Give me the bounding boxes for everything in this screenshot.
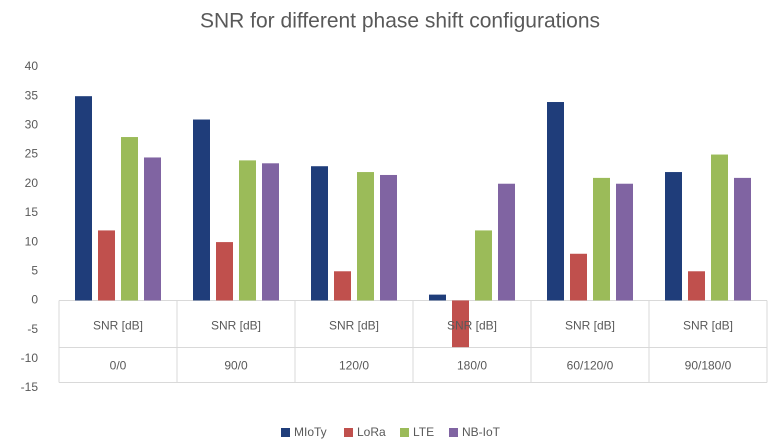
bar bbox=[98, 230, 115, 301]
bar bbox=[193, 119, 210, 301]
x-tick-label: 90/0 bbox=[224, 359, 248, 373]
bar bbox=[593, 177, 610, 301]
bar bbox=[452, 300, 469, 348]
y-tick-label: 25 bbox=[25, 147, 39, 161]
y-tick-label: 20 bbox=[25, 176, 39, 190]
bar bbox=[547, 102, 564, 301]
bar bbox=[334, 271, 351, 301]
bar bbox=[665, 172, 682, 301]
y-tick-label: -15 bbox=[21, 380, 39, 394]
y-tick-label: 30 bbox=[25, 118, 39, 132]
legend-label: LoRa bbox=[357, 425, 386, 439]
y-tick-label: -10 bbox=[21, 351, 39, 365]
bar bbox=[688, 271, 705, 301]
bar bbox=[75, 96, 92, 301]
y-tick-label: 10 bbox=[25, 234, 39, 248]
x-subcategory-label: SNR [dB] bbox=[447, 319, 497, 333]
y-tick-label: 35 bbox=[25, 88, 39, 102]
x-subcategory-label: SNR [dB] bbox=[565, 319, 615, 333]
bar bbox=[711, 154, 728, 301]
legend-swatch bbox=[400, 428, 409, 437]
x-tick-label: 90/180/0 bbox=[685, 359, 732, 373]
y-tick-label: -5 bbox=[27, 322, 38, 336]
y-tick-label: 5 bbox=[31, 263, 38, 277]
legend-label: NB-IoT bbox=[462, 425, 501, 439]
bar bbox=[570, 253, 587, 301]
bar bbox=[121, 137, 138, 301]
bar bbox=[239, 160, 256, 301]
bar bbox=[616, 183, 633, 301]
bar bbox=[262, 163, 279, 301]
legend-swatch bbox=[344, 428, 353, 437]
x-subcategory-label: SNR [dB] bbox=[683, 319, 733, 333]
bar bbox=[429, 294, 446, 301]
x-tick-label: 0/0 bbox=[110, 359, 127, 373]
x-tick-label: 120/0 bbox=[339, 359, 369, 373]
legend-label: LTE bbox=[413, 425, 434, 439]
x-subcategory-label: SNR [dB] bbox=[211, 319, 261, 333]
legend-swatch bbox=[449, 428, 458, 437]
chart-title: SNR for different phase shift configurat… bbox=[200, 10, 600, 33]
x-subcategory-label: SNR [dB] bbox=[329, 319, 379, 333]
bar bbox=[380, 174, 397, 301]
bar bbox=[144, 157, 161, 301]
legend-label: MIoTy bbox=[294, 425, 327, 439]
x-tick-label: 180/0 bbox=[457, 359, 487, 373]
y-tick-label: 0 bbox=[31, 293, 38, 307]
bar bbox=[498, 183, 515, 301]
x-tick-label: 60/120/0 bbox=[567, 359, 614, 373]
bar bbox=[216, 242, 233, 301]
bar bbox=[734, 177, 751, 301]
legend-swatch bbox=[281, 428, 290, 437]
x-subcategory-label: SNR [dB] bbox=[93, 319, 143, 333]
y-tick-label: 15 bbox=[25, 205, 39, 219]
bar bbox=[311, 166, 328, 301]
bar bbox=[475, 230, 492, 301]
y-tick-label: 40 bbox=[25, 59, 39, 73]
bar bbox=[357, 172, 374, 301]
